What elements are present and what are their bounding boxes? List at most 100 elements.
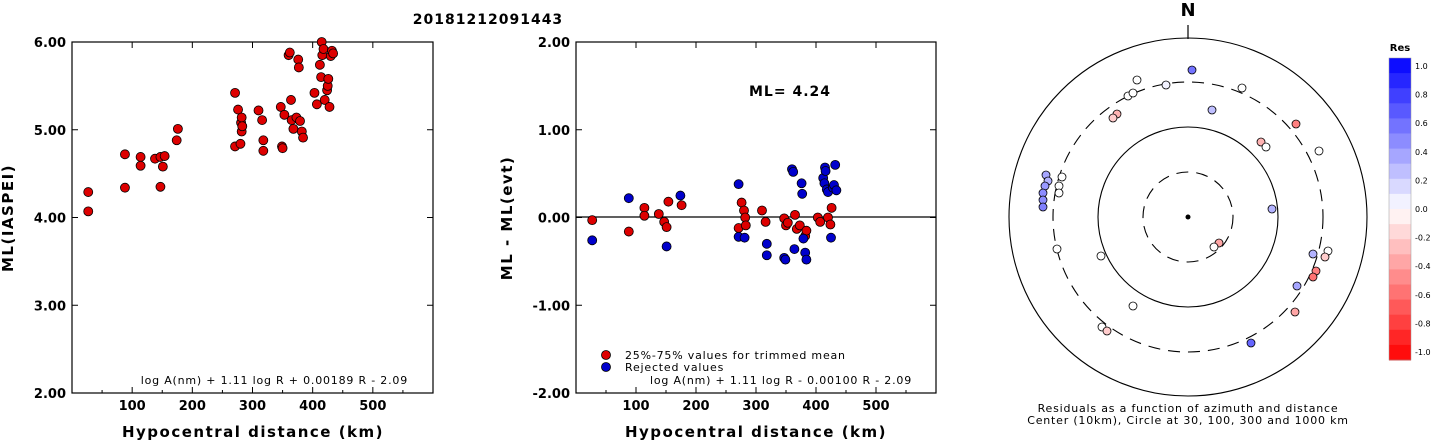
data-point: [587, 215, 598, 226]
colorbar-cell: [1389, 178, 1411, 195]
data-point: [298, 132, 308, 143]
residual-point: [1052, 244, 1062, 254]
data-point: [830, 159, 841, 170]
x-tick-label: 100: [119, 399, 146, 414]
y-tick-label: 0.00: [538, 212, 570, 227]
colorbar-label: -0.4: [1415, 262, 1431, 271]
data-point: [790, 209, 800, 220]
data-point: [309, 87, 320, 98]
colorbar-label: 0.4: [1415, 148, 1428, 157]
data-point: [120, 149, 130, 160]
data-point: [311, 99, 322, 110]
x-tick-label: 500: [862, 399, 889, 414]
data-point: [135, 152, 146, 162]
plot-frame: [71, 41, 434, 394]
axis-ticks: 100 200 300 400 500 -2.00 -1.00 0.00 1.00 2.00: [533, 36, 936, 414]
data-point: [825, 219, 836, 230]
data-point: [253, 105, 264, 116]
colorbar-cell: [1389, 88, 1411, 104]
data-point: [661, 241, 672, 252]
data-point: [157, 161, 168, 172]
data-point: [797, 188, 808, 199]
residual-point: [1267, 204, 1277, 214]
data-point: [653, 209, 664, 219]
data-point: [826, 202, 837, 213]
residual-point: [1132, 75, 1142, 85]
colorbar-cell: [1389, 269, 1411, 285]
data-point: [639, 210, 650, 221]
colorbar-cell: [1389, 118, 1411, 134]
y-tick-label: -2.00: [533, 387, 570, 402]
colorbar-label: 0.6: [1415, 119, 1428, 128]
data-point: [159, 151, 170, 161]
data-point: [794, 220, 805, 231]
colorbar-cell: [1389, 133, 1411, 150]
figure-title: 20181212091443: [413, 12, 563, 28]
data-point: [663, 196, 674, 207]
colorbar-cell: [1389, 239, 1411, 255]
y-tick-label: -1.00: [533, 299, 570, 314]
north-label: N: [1180, 0, 1195, 21]
residual-point: [1261, 142, 1271, 152]
data-point: [761, 250, 772, 261]
colorbar-cell: [1389, 193, 1411, 210]
x-axis-label: Hypocentral distance (km): [122, 423, 384, 441]
residual-point: [1057, 172, 1067, 182]
ring-100km: [1097, 126, 1279, 308]
colorbar-cell: [1389, 73, 1411, 89]
legend-label-trimmed: 25%-75% values for trimmed mean: [625, 349, 846, 362]
ring-30km: [1142, 171, 1234, 263]
data-point: [623, 226, 634, 237]
panel-residual-map: N Residuals as a function of azimuth and…: [1008, 0, 1368, 427]
colorbar-cell: [1389, 254, 1411, 270]
x-tick-label: 200: [179, 399, 206, 414]
data-points: [587, 159, 842, 265]
data-point: [740, 220, 751, 231]
x-tick-label: 300: [742, 399, 769, 414]
data-point: [623, 193, 634, 204]
map-caption-line-1: Residuals as a function of azimuth and d…: [1038, 402, 1339, 415]
data-point: [314, 59, 325, 70]
formula-label: log A(nm) + 1.11 log R + 0.00189 R - 2.0…: [141, 374, 408, 387]
data-point: [288, 123, 299, 134]
residual-point: [1108, 113, 1118, 123]
data-point: [328, 48, 339, 59]
data-point: [761, 238, 772, 249]
colorbar-cell: [1389, 314, 1411, 331]
data-point: [155, 181, 166, 192]
residual-point: [1237, 83, 1247, 93]
y-axis-label: ML - ML(evt): [498, 156, 516, 280]
data-point: [295, 116, 305, 126]
data-point: [760, 216, 771, 227]
colorbar-label: 0.8: [1415, 91, 1428, 100]
data-point: [135, 160, 146, 171]
data-point: [789, 244, 800, 254]
data-point: [798, 233, 809, 244]
residual-point: [1291, 119, 1301, 129]
axis-ticks: 100 200 300 400 500 2.00 3.00 4.00 5.00 6.00: [34, 36, 433, 414]
x-tick-label: 200: [682, 399, 709, 414]
data-point: [782, 217, 793, 228]
data-point: [801, 254, 812, 265]
colorbar-cell: [1389, 299, 1411, 316]
data-point: [171, 135, 182, 146]
x-axis-label: Hypocentral distance (km): [625, 423, 887, 441]
x-tick-label: 400: [802, 399, 829, 414]
residual-point: [1207, 105, 1217, 115]
colorbar-title: Res: [1390, 43, 1410, 54]
data-point: [286, 95, 296, 105]
residual-point: [1209, 242, 1219, 252]
y-tick-label: 3.00: [34, 299, 66, 314]
colorbar-cells: [1388, 57, 1412, 361]
residual-points: [1038, 65, 1333, 348]
data-point: [587, 235, 598, 246]
residual-point: [1314, 146, 1324, 156]
formula-label: log A(nm) + 1.11 log R - 0.00100 R - 2.0…: [650, 374, 912, 387]
data-point: [815, 216, 826, 227]
map-caption-line-2: Center (10km), Circle at 30, 100, 300 an…: [1027, 414, 1349, 427]
data-points: [83, 37, 339, 217]
colorbar: Res 1.0 0.8 0.6 0.4 0.2 0.0 -0.2 -0.4 -0.6 -0.8 -1…: [1388, 43, 1431, 361]
legend-label-rejected: Rejected values: [625, 361, 724, 374]
data-point: [676, 200, 687, 211]
data-point: [796, 178, 807, 189]
